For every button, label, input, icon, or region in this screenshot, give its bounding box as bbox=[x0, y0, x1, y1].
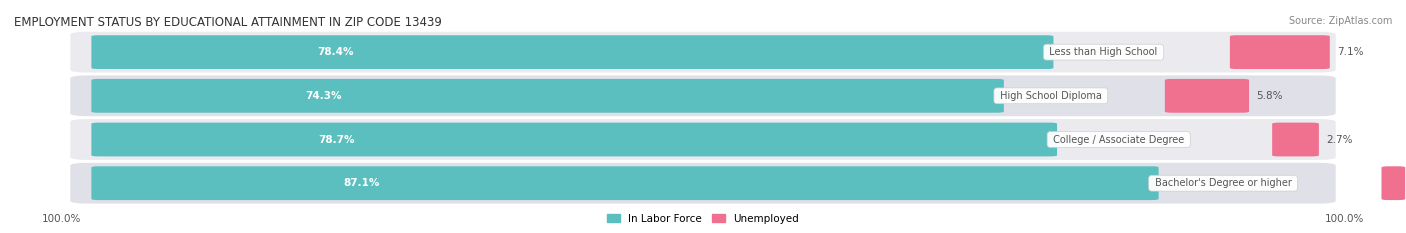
Text: Bachelor's Degree or higher: Bachelor's Degree or higher bbox=[1152, 178, 1295, 188]
Text: Less than High School: Less than High School bbox=[1046, 47, 1161, 57]
FancyBboxPatch shape bbox=[70, 163, 1336, 204]
FancyBboxPatch shape bbox=[91, 79, 1004, 113]
Text: Source: ZipAtlas.com: Source: ZipAtlas.com bbox=[1288, 16, 1392, 26]
FancyBboxPatch shape bbox=[1382, 166, 1405, 200]
Text: High School Diploma: High School Diploma bbox=[997, 91, 1105, 101]
Text: 78.4%: 78.4% bbox=[318, 47, 354, 57]
Text: 5.8%: 5.8% bbox=[1256, 91, 1282, 101]
FancyBboxPatch shape bbox=[91, 123, 1057, 156]
FancyBboxPatch shape bbox=[70, 32, 1336, 72]
Legend: In Labor Force, Unemployed: In Labor Force, Unemployed bbox=[603, 209, 803, 228]
FancyBboxPatch shape bbox=[1230, 35, 1330, 69]
FancyBboxPatch shape bbox=[70, 119, 1336, 160]
Text: 78.7%: 78.7% bbox=[318, 134, 354, 144]
Text: 2.7%: 2.7% bbox=[1326, 134, 1353, 144]
Text: 100.0%: 100.0% bbox=[1324, 214, 1364, 224]
FancyBboxPatch shape bbox=[91, 166, 1159, 200]
Text: 7.1%: 7.1% bbox=[1337, 47, 1364, 57]
Text: EMPLOYMENT STATUS BY EDUCATIONAL ATTAINMENT IN ZIP CODE 13439: EMPLOYMENT STATUS BY EDUCATIONAL ATTAINM… bbox=[14, 16, 441, 29]
FancyBboxPatch shape bbox=[1164, 79, 1249, 113]
FancyBboxPatch shape bbox=[1272, 123, 1319, 156]
Text: 100.0%: 100.0% bbox=[42, 214, 82, 224]
FancyBboxPatch shape bbox=[91, 35, 1053, 69]
FancyBboxPatch shape bbox=[70, 75, 1336, 116]
Text: 74.3%: 74.3% bbox=[305, 91, 342, 101]
Text: College / Associate Degree: College / Associate Degree bbox=[1050, 134, 1188, 144]
Text: 87.1%: 87.1% bbox=[343, 178, 380, 188]
